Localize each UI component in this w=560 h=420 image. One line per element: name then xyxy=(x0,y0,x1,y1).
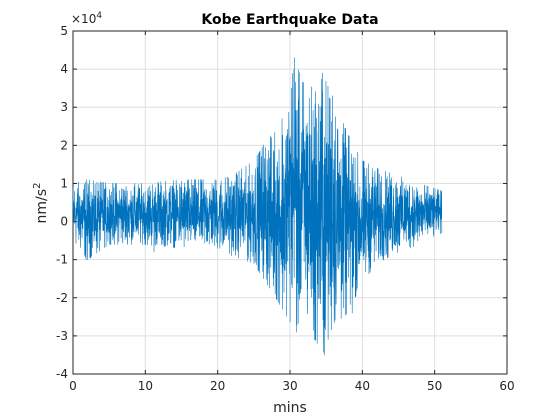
y-tick-label: -3 xyxy=(56,329,68,343)
y-tick-labels: -4 -3 -2 -1 0 1 2 3 4 5 xyxy=(56,24,68,381)
x-tick-label: 30 xyxy=(282,379,297,393)
plot-area xyxy=(72,57,443,356)
x-tick-label: 0 xyxy=(69,379,77,393)
y-tick-label: 0 xyxy=(60,215,68,229)
x-tick-label: 10 xyxy=(138,379,153,393)
y-tick-label: -2 xyxy=(56,291,68,305)
x-axis-label: mins xyxy=(273,400,307,416)
y-tick-label: -4 xyxy=(56,367,68,381)
series-line xyxy=(72,57,443,356)
y-exponent-label: ×104 xyxy=(71,11,102,26)
y-tick-label: 4 xyxy=(60,62,68,76)
y-exponent-power: 4 xyxy=(96,11,102,21)
axis-ticks xyxy=(72,30,508,375)
x-tick-labels: 0 10 20 30 40 50 60 xyxy=(69,379,514,393)
x-tick-label: 60 xyxy=(499,379,514,393)
y-tick-label: -1 xyxy=(56,253,68,267)
x-tick-label: 20 xyxy=(210,379,225,393)
chart-title: Kobe Earthquake Data xyxy=(201,12,378,28)
y-tick-label: 2 xyxy=(60,138,68,152)
y-tick-label: 1 xyxy=(60,176,68,190)
y-axis-label-superscript: 2 xyxy=(32,183,43,189)
y-tick-label: 5 xyxy=(60,24,68,38)
y-axis-label: nm/s2 xyxy=(32,183,50,224)
y-tick-label: 3 xyxy=(60,100,68,114)
x-tick-label: 50 xyxy=(427,379,442,393)
x-tick-label: 40 xyxy=(355,379,370,393)
